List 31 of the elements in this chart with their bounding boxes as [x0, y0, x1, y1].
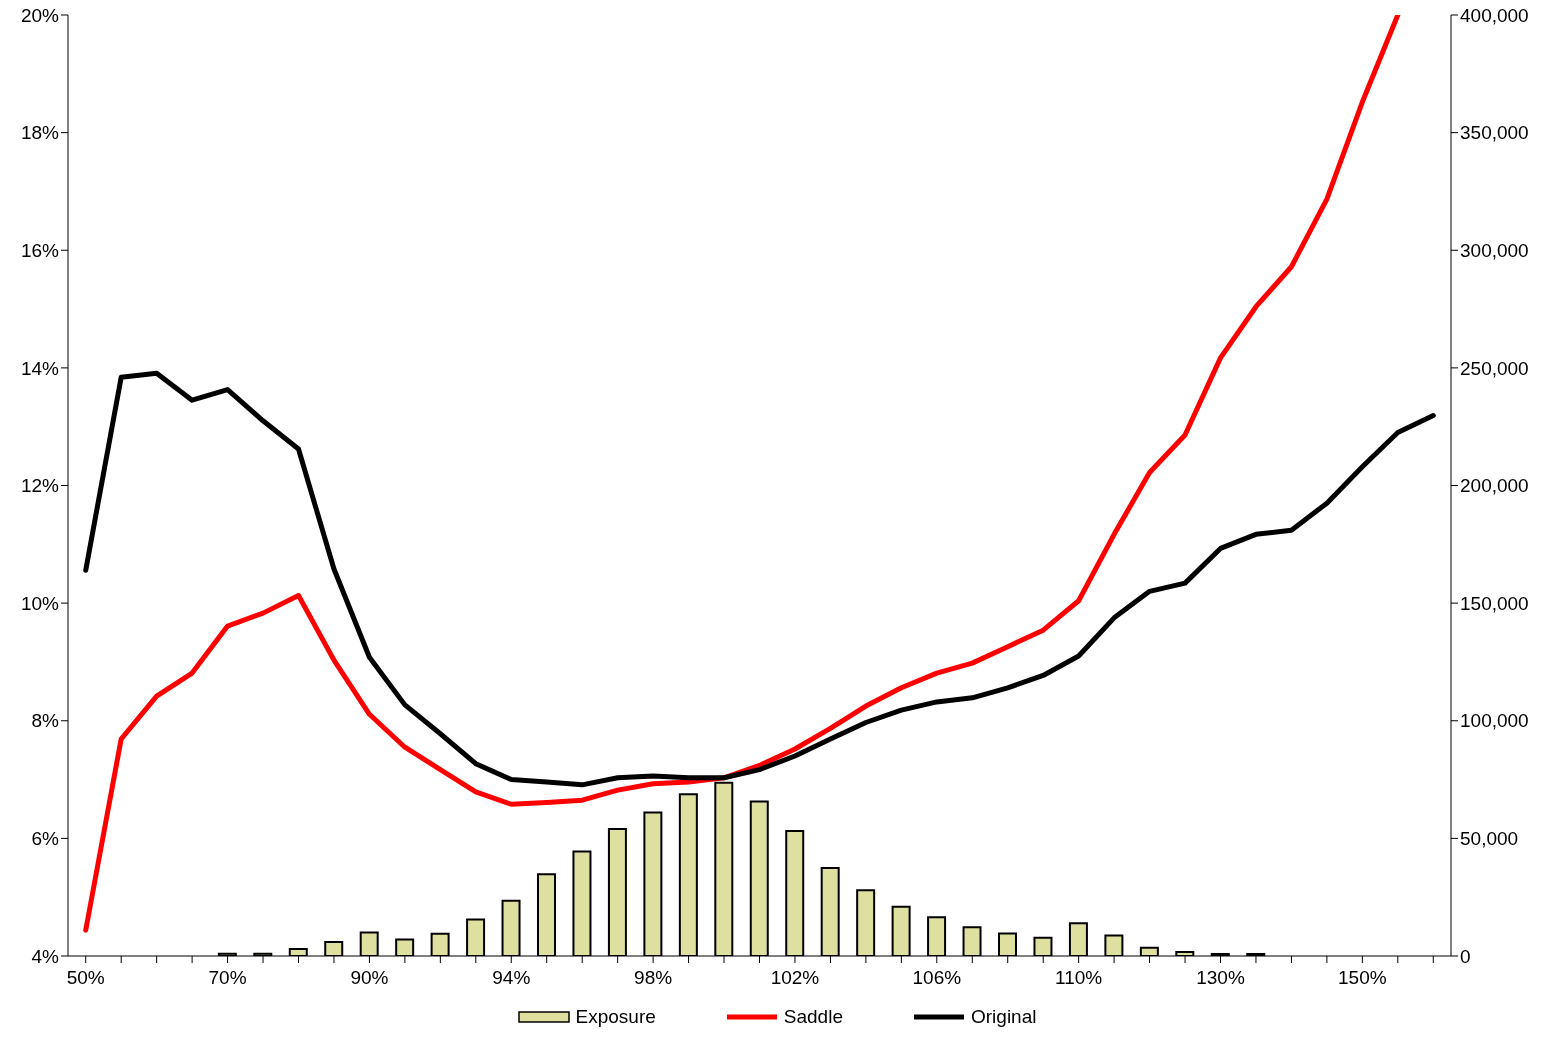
x-tick-label: 90% [350, 967, 389, 989]
y2-tick-label: 150,000 [1460, 592, 1529, 614]
y-tick-label: 10% [20, 592, 60, 614]
x-tick-label: 130% [1196, 967, 1245, 989]
legend-label: Original [970, 1006, 1037, 1028]
y2-tick-label: 50,000 [1460, 828, 1519, 850]
x-tick-label: 94% [492, 967, 531, 989]
y-tick-label: 20% [20, 4, 60, 26]
y2-tick-label: 200,000 [1460, 475, 1529, 497]
legend-label: Saddle [783, 1006, 843, 1028]
y2-tick-label: 100,000 [1460, 710, 1529, 732]
y2-tick-label: 0 [1460, 945, 1471, 967]
x-tick-label: 110% [1055, 967, 1103, 989]
y-tick-label: 12% [20, 475, 60, 497]
legend-label: Exposure [575, 1006, 656, 1028]
y-tick-label: 16% [20, 239, 60, 261]
y2-tick-label: 400,000 [1460, 4, 1529, 26]
y2-tick-label: 250,000 [1460, 357, 1529, 379]
y2-tick-label: 300,000 [1460, 239, 1529, 261]
x-tick-label: 106% [912, 967, 962, 989]
x-tick-label: 70% [208, 967, 247, 989]
y-tick-label: 8% [31, 710, 60, 732]
x-tick-label: 98% [634, 967, 673, 989]
y2-tick-label: 350,000 [1460, 122, 1529, 144]
x-tick-label: 150% [1338, 967, 1387, 989]
y-tick-label: 18% [20, 122, 60, 144]
x-tick-label: 102% [770, 967, 820, 989]
x-tick-label: 50% [66, 967, 105, 989]
y-tick-label: 4% [31, 945, 60, 967]
y-tick-label: 6% [31, 828, 60, 850]
y-tick-label: 14% [20, 357, 60, 379]
